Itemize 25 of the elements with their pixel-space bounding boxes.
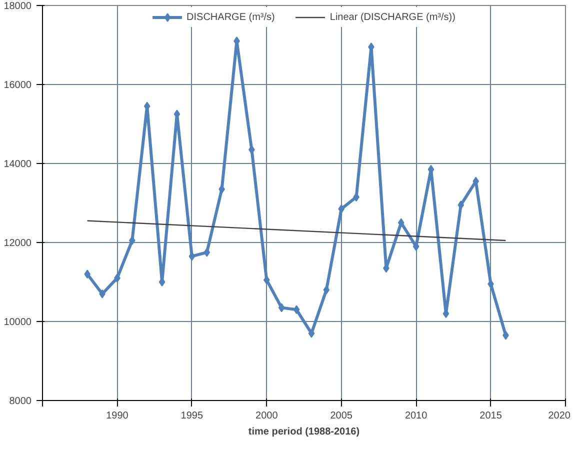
y-tick-label: 8000	[9, 396, 32, 407]
y-tick-label: 10000	[4, 317, 32, 328]
x-tick-label: 1995	[180, 410, 204, 422]
point	[293, 305, 300, 314]
legend-label: Linear (DISCHARGE (m³/s))	[330, 12, 456, 22]
point	[278, 303, 285, 312]
point	[308, 328, 315, 338]
y-tick-label: 16000	[4, 80, 32, 91]
point	[338, 204, 345, 214]
x-tick-label: 2015	[480, 410, 502, 422]
point	[263, 276, 270, 285]
point	[323, 285, 330, 294]
x-tick-label: 2010	[404, 410, 428, 422]
point	[204, 248, 210, 257]
point	[398, 218, 404, 228]
y-tick-label: 18000	[4, 1, 32, 12]
y-tick-label: 12000	[4, 238, 32, 249]
x-tick-label: 1990	[106, 410, 129, 422]
x-axis-title: time period (1988-2016)	[248, 426, 360, 438]
y-tick-label: 14000	[4, 159, 32, 170]
x-tick-label: 2000	[256, 410, 278, 422]
point	[458, 200, 464, 210]
x-tick-label: 2005	[330, 410, 353, 422]
x-tick-label: 2020	[548, 410, 571, 422]
legend-label: DISCHARGE (m³/s)	[186, 12, 275, 22]
